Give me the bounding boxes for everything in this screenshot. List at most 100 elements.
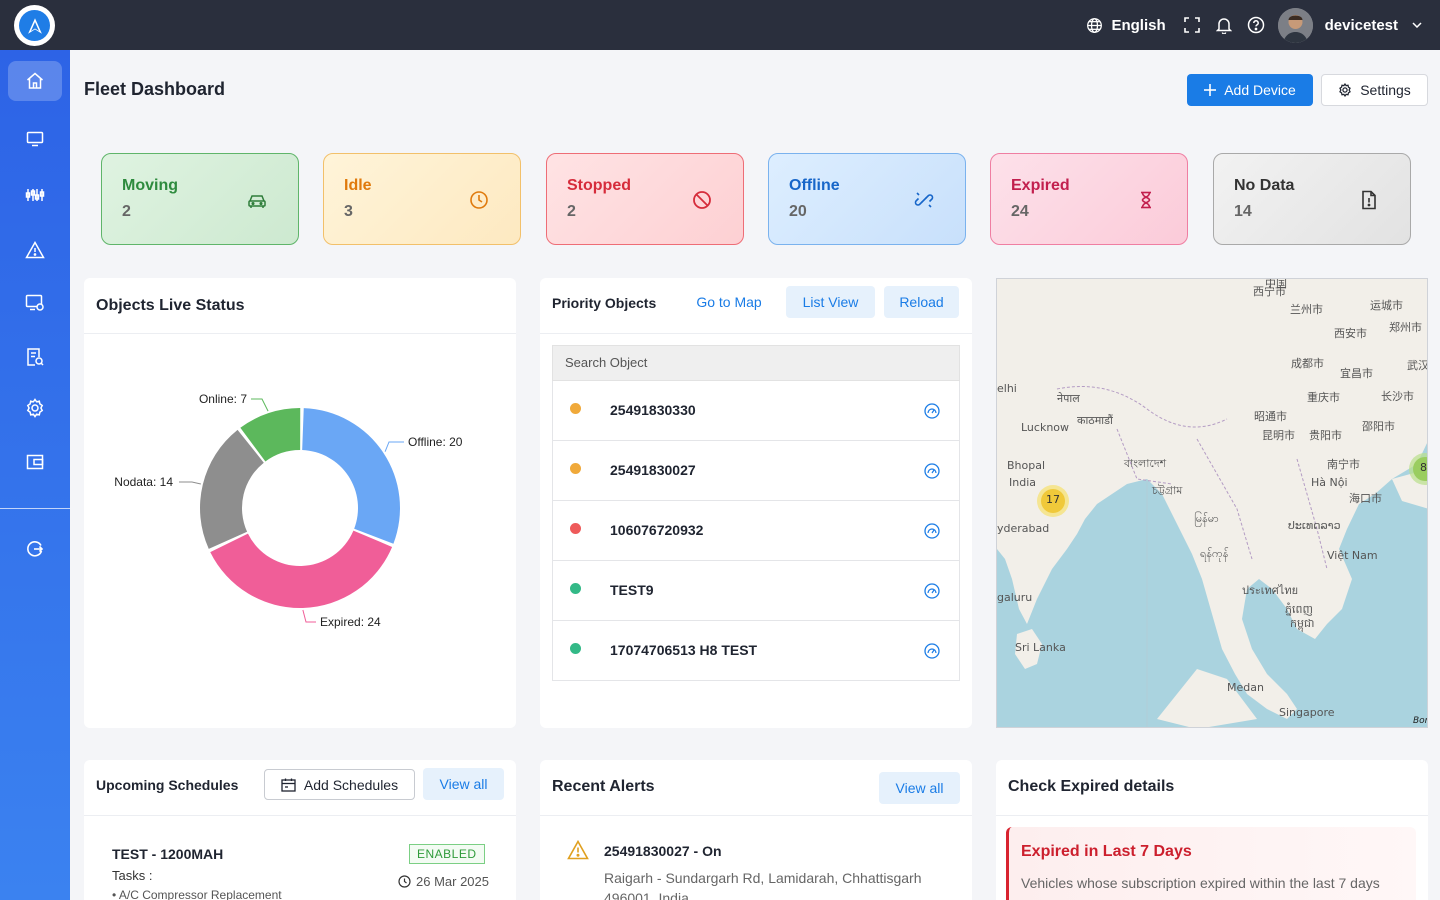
alert-title[interactable]: 25491830027 - On [604, 843, 722, 859]
go-to-map-link[interactable]: Go to Map [696, 294, 762, 310]
clock-icon [470, 191, 488, 209]
stat-card-no-data[interactable]: No Data 14 [1213, 153, 1411, 245]
sidebar-item-billing[interactable] [8, 442, 62, 482]
sliders-icon [25, 189, 45, 201]
map-label: မြန်မာ [1194, 512, 1219, 525]
sidebar-item-reports[interactable] [8, 337, 62, 377]
map-label: ရန်ကုန် [1200, 547, 1229, 560]
monitor-icon [26, 131, 44, 147]
map-label: 长沙市 [1381, 390, 1414, 403]
donut-slice-nodata[interactable] [200, 429, 264, 549]
bell-icon[interactable] [1214, 15, 1234, 35]
map-label: 昭通市 [1254, 410, 1287, 423]
status-dot [570, 403, 581, 414]
map-land [997, 279, 1427, 727]
list-item[interactable]: 25491830330 [552, 381, 960, 441]
speedometer-icon[interactable] [923, 582, 941, 600]
sidebar-item-alerts[interactable] [8, 230, 62, 270]
status-dot [570, 643, 581, 654]
object-id: 17074706513 H8 TEST [610, 642, 758, 658]
list-item[interactable]: 106076720932 [552, 501, 960, 561]
map-label: galuru [997, 591, 1033, 604]
settings-label: Settings [1360, 82, 1411, 98]
map-cluster-marker[interactable]: 17 [1046, 493, 1060, 506]
avatar[interactable] [1277, 7, 1313, 43]
schedule-date: 26 Mar 2025 [398, 874, 489, 889]
panel-divider [996, 815, 1428, 816]
sidebar-item-controls[interactable] [8, 175, 62, 215]
alerts-panel: Recent Alerts View all 25491830027 - On … [540, 760, 972, 900]
stat-card-moving[interactable]: Moving 2 [101, 153, 299, 245]
list-view-button[interactable]: List View [786, 286, 875, 318]
calendar-icon [281, 778, 296, 792]
sidebar-item-home[interactable] [8, 61, 62, 101]
ban-icon [693, 191, 711, 209]
map-label: 成都市 [1291, 357, 1324, 370]
map-label: Singapore [1279, 706, 1335, 719]
stat-label: Stopped [567, 177, 631, 194]
globe-icon [1087, 17, 1103, 33]
donut-label-offline: Offline: 20 [408, 435, 463, 449]
sidebar-item-monitor[interactable] [8, 119, 62, 159]
reload-button[interactable]: Reload [884, 286, 959, 318]
speedometer-icon[interactable] [923, 522, 941, 540]
list-item[interactable]: 25491830027 [552, 441, 960, 501]
donut-slice-expired[interactable] [210, 530, 393, 608]
alert-icon [25, 241, 45, 259]
list-item[interactable]: 17074706513 H8 TEST [552, 621, 960, 681]
live-status-panel: Objects Live Status Offline: 20 Expired: … [84, 278, 516, 728]
stat-label: Idle [344, 177, 372, 194]
map-label: 海口市 [1349, 492, 1382, 505]
stat-value: 20 [789, 203, 807, 220]
stat-card-expired[interactable]: Expired 24 [990, 153, 1188, 245]
status-dot [570, 463, 581, 474]
label-leader-line [179, 481, 201, 485]
schedule-name[interactable]: TEST - 1200MAH [112, 846, 224, 862]
schedules-title: Upcoming Schedules [96, 777, 239, 793]
map-label: Bhopal [1007, 459, 1046, 472]
stat-card-idle[interactable]: Idle 3 [323, 153, 521, 245]
map-label: elhi [997, 382, 1017, 395]
speedometer-icon[interactable] [923, 402, 941, 420]
stat-card-offline[interactable]: Offline 20 [768, 153, 966, 245]
stat-value: 2 [122, 203, 131, 220]
speedometer-icon[interactable] [923, 642, 941, 660]
schedule-date-text: 26 Mar 2025 [416, 874, 489, 889]
status-badge: ENABLED [409, 844, 485, 864]
map-label: 运城市 [1370, 299, 1403, 312]
expired-7-days-card[interactable]: Expired in Last 7 Days Vehicles whose su… [1006, 827, 1416, 900]
add-schedules-button[interactable]: Add Schedules [264, 769, 415, 800]
map-view[interactable]: 中国 兰州市 西宁市 运城市 郑州市 西安市 成都市 宜昌市 武汉 重庆市 长沙… [996, 278, 1428, 728]
map-label: Medan [1227, 681, 1264, 694]
add-device-button[interactable]: Add Device [1187, 74, 1313, 106]
username[interactable]: devicetest [1324, 16, 1398, 34]
help-icon[interactable] [1246, 15, 1266, 35]
stat-card-stopped[interactable]: Stopped 2 [546, 153, 744, 245]
schedules-view-all-button[interactable]: View all [423, 768, 504, 800]
label-leader-line [251, 398, 269, 412]
map-label: 郑州市 [1389, 321, 1422, 334]
map-cluster-marker[interactable]: 8 [1420, 461, 1427, 474]
gear-icon [26, 398, 44, 418]
alerts-view-all-button[interactable]: View all [879, 772, 960, 804]
sidebar-item-logout[interactable] [8, 529, 62, 569]
donut-slice-offline[interactable] [302, 408, 401, 544]
app-logo[interactable] [14, 5, 55, 46]
top-bar: English devicetest [0, 0, 1440, 50]
panel-divider [84, 815, 516, 816]
panel-divider [540, 333, 972, 334]
chevron-down-icon[interactable] [1410, 15, 1424, 35]
donut-label-expired: Expired: 24 [320, 615, 381, 629]
speedometer-icon[interactable] [923, 462, 941, 480]
fullscreen-icon[interactable] [1182, 15, 1202, 35]
search-object-input[interactable]: Search Object [552, 345, 960, 381]
language-selector[interactable]: English [1086, 17, 1166, 34]
sidebar-item-screen-settings[interactable] [8, 283, 62, 323]
sidebar-item-settings[interactable] [8, 388, 62, 428]
donut-slice-online[interactable] [240, 408, 301, 462]
add-device-label: Add Device [1224, 82, 1296, 98]
settings-button[interactable]: Settings [1321, 74, 1428, 106]
stat-value: 2 [567, 203, 576, 220]
warning-icon [567, 840, 589, 860]
list-item[interactable]: TEST9 [552, 561, 960, 621]
